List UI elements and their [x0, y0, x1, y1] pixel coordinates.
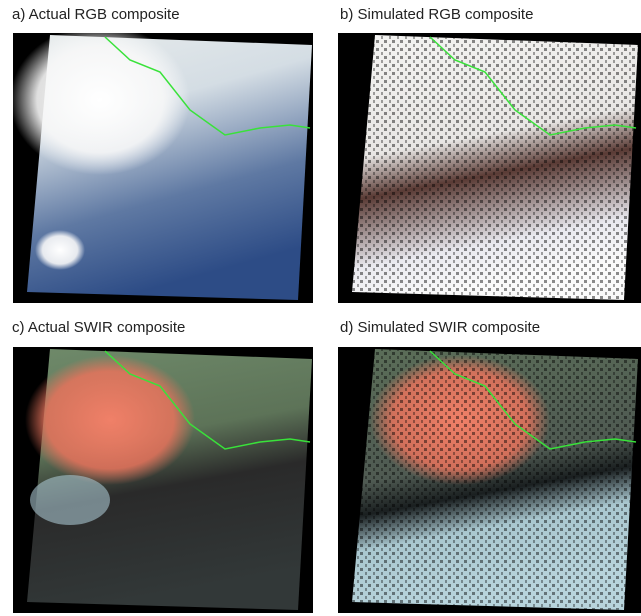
texture — [352, 349, 638, 610]
cloud — [30, 475, 110, 525]
panel-label: c) Actual SWIR composite — [12, 319, 185, 336]
panel-a: a) Actual RGB composite — [10, 6, 313, 303]
panel-label: b) Simulated RGB composite — [340, 6, 533, 23]
figure: a) Actual RGB composite b) Simulated RGB… — [0, 0, 641, 616]
panel-d: d) Simulated SWIR composite — [338, 319, 641, 613]
fire-plume — [25, 355, 195, 485]
cloud — [10, 25, 190, 175]
cloud — [35, 230, 85, 270]
texture — [352, 35, 638, 300]
panel-label: a) Actual RGB composite — [12, 6, 180, 23]
panel-b: b) Simulated RGB composite — [338, 6, 641, 303]
panel-c: c) Actual SWIR composite — [12, 319, 313, 613]
panel-label: d) Simulated SWIR composite — [340, 319, 540, 336]
